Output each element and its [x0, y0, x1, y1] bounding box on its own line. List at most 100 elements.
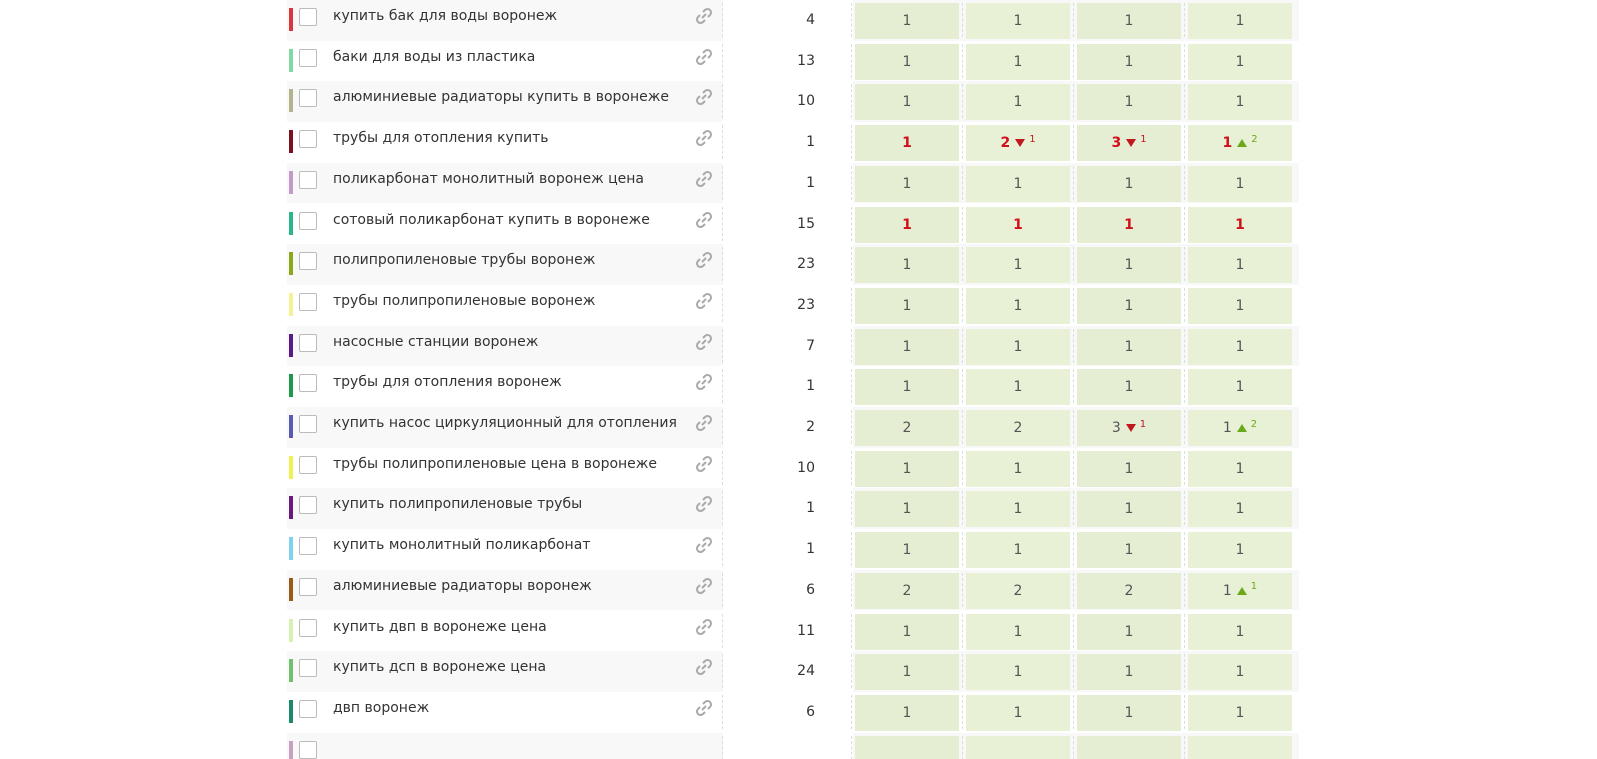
table-row: двп воронеж 6 1 1 1 1 [287, 691, 1299, 733]
link-icon[interactable] [694, 6, 714, 30]
link-icon[interactable] [694, 617, 714, 641]
position: 1 [1235, 460, 1245, 477]
row-color [289, 292, 293, 316]
checkbox[interactable] [299, 8, 317, 26]
row-color [289, 48, 293, 72]
link-icon[interactable] [694, 128, 714, 152]
checkbox[interactable] [299, 577, 317, 596]
position: 1 [1013, 704, 1023, 721]
separator [1073, 165, 1074, 200]
link-icon[interactable] [694, 291, 714, 315]
position-change: 2 [1251, 133, 1258, 145]
checkbox[interactable] [299, 130, 317, 149]
separator [851, 328, 852, 363]
table-row: трубы для отопления купить 1 1 2 1 3 1 1 2 [287, 122, 1299, 163]
separator [962, 165, 963, 200]
position: 1 [1124, 216, 1134, 233]
position: 1 [1235, 338, 1245, 355]
position-cell: 1 [966, 328, 1070, 365]
checkbox[interactable] [299, 659, 317, 678]
separator [722, 125, 723, 160]
row-color [289, 170, 293, 194]
link-icon[interactable] [694, 698, 714, 722]
frequency-column [723, 488, 853, 530]
position-cell: 1 [966, 206, 1070, 243]
frequency: 4 [806, 12, 815, 28]
frequency: 1 [806, 174, 815, 191]
position: 1 [1235, 542, 1245, 559]
position-cell: 1 [855, 43, 959, 80]
link-icon[interactable] [694, 87, 714, 111]
frequency-column [723, 162, 853, 204]
link-icon[interactable] [694, 413, 714, 437]
link-icon[interactable] [694, 169, 714, 193]
position-change: 1 [1029, 133, 1036, 145]
position-cell: 1 [1188, 206, 1292, 243]
position-cell: 1 [966, 450, 1070, 487]
position: 1 [902, 135, 912, 152]
separator [851, 247, 852, 282]
separator [722, 694, 723, 729]
position-cell: 1 [855, 613, 959, 650]
frequency-column [723, 610, 853, 652]
position: 1 [902, 94, 912, 111]
link-icon[interactable] [694, 535, 714, 559]
checkbox[interactable] [299, 374, 317, 393]
position: 1 [1124, 623, 1134, 640]
frequency-column [723, 325, 853, 367]
position-cell: 1 [1188, 43, 1292, 80]
separator [851, 654, 852, 689]
checkbox[interactable] [299, 496, 317, 515]
table-row: сотовый поликарбонат купить в воронеже 15… [287, 203, 1299, 245]
checkbox[interactable] [299, 170, 317, 189]
link-icon[interactable] [694, 657, 714, 681]
position-cell: 1 [1077, 450, 1181, 487]
checkbox[interactable] [299, 333, 317, 352]
position-cell: 1 [1077, 613, 1181, 650]
checkbox[interactable] [299, 415, 317, 433]
position-cell: 1 [1077, 491, 1181, 528]
table-row: трубы полипропиленовые воронеж 23 1 1 1 1 [287, 284, 1299, 326]
separator [1184, 410, 1185, 444]
checkbox[interactable] [299, 618, 317, 637]
checkbox[interactable] [299, 89, 317, 108]
trend-arrow [1236, 424, 1247, 432]
link-icon[interactable] [694, 454, 714, 478]
position-cell: 1 [855, 165, 959, 202]
separator [1073, 247, 1074, 282]
separator [722, 369, 723, 404]
position-cell: 1 [966, 654, 1070, 691]
position: 1 [1013, 13, 1023, 29]
link-icon[interactable] [694, 210, 714, 234]
link-icon[interactable] [694, 576, 714, 600]
row-color [289, 455, 293, 479]
link-icon[interactable] [694, 494, 714, 518]
checkbox[interactable] [299, 48, 317, 67]
checkbox[interactable] [299, 455, 317, 474]
checkbox[interactable] [299, 292, 317, 311]
link-icon[interactable] [694, 372, 714, 396]
table-row: купить насос циркуляционный для отоплени… [287, 407, 1299, 448]
trend-arrow [1236, 586, 1247, 595]
checkbox[interactable] [299, 211, 317, 230]
checkbox[interactable] [299, 537, 317, 556]
position-cell: 1 [855, 450, 959, 487]
separator [1073, 572, 1074, 607]
link-icon[interactable] [694, 332, 714, 356]
position-cell: 1 [966, 43, 1070, 80]
checkbox[interactable] [299, 740, 317, 759]
separator [722, 410, 723, 444]
link-icon[interactable] [694, 250, 714, 274]
row-color [289, 537, 293, 561]
position: 1 [1235, 257, 1245, 274]
row-color [289, 89, 293, 113]
keyword: купить насос циркуляционный для отоплени… [333, 415, 677, 431]
row-color [289, 740, 293, 759]
keyword: баки для воды из пластика [333, 48, 536, 65]
link-icon[interactable] [694, 47, 714, 71]
checkbox[interactable] [299, 699, 317, 718]
checkbox[interactable] [299, 252, 317, 271]
